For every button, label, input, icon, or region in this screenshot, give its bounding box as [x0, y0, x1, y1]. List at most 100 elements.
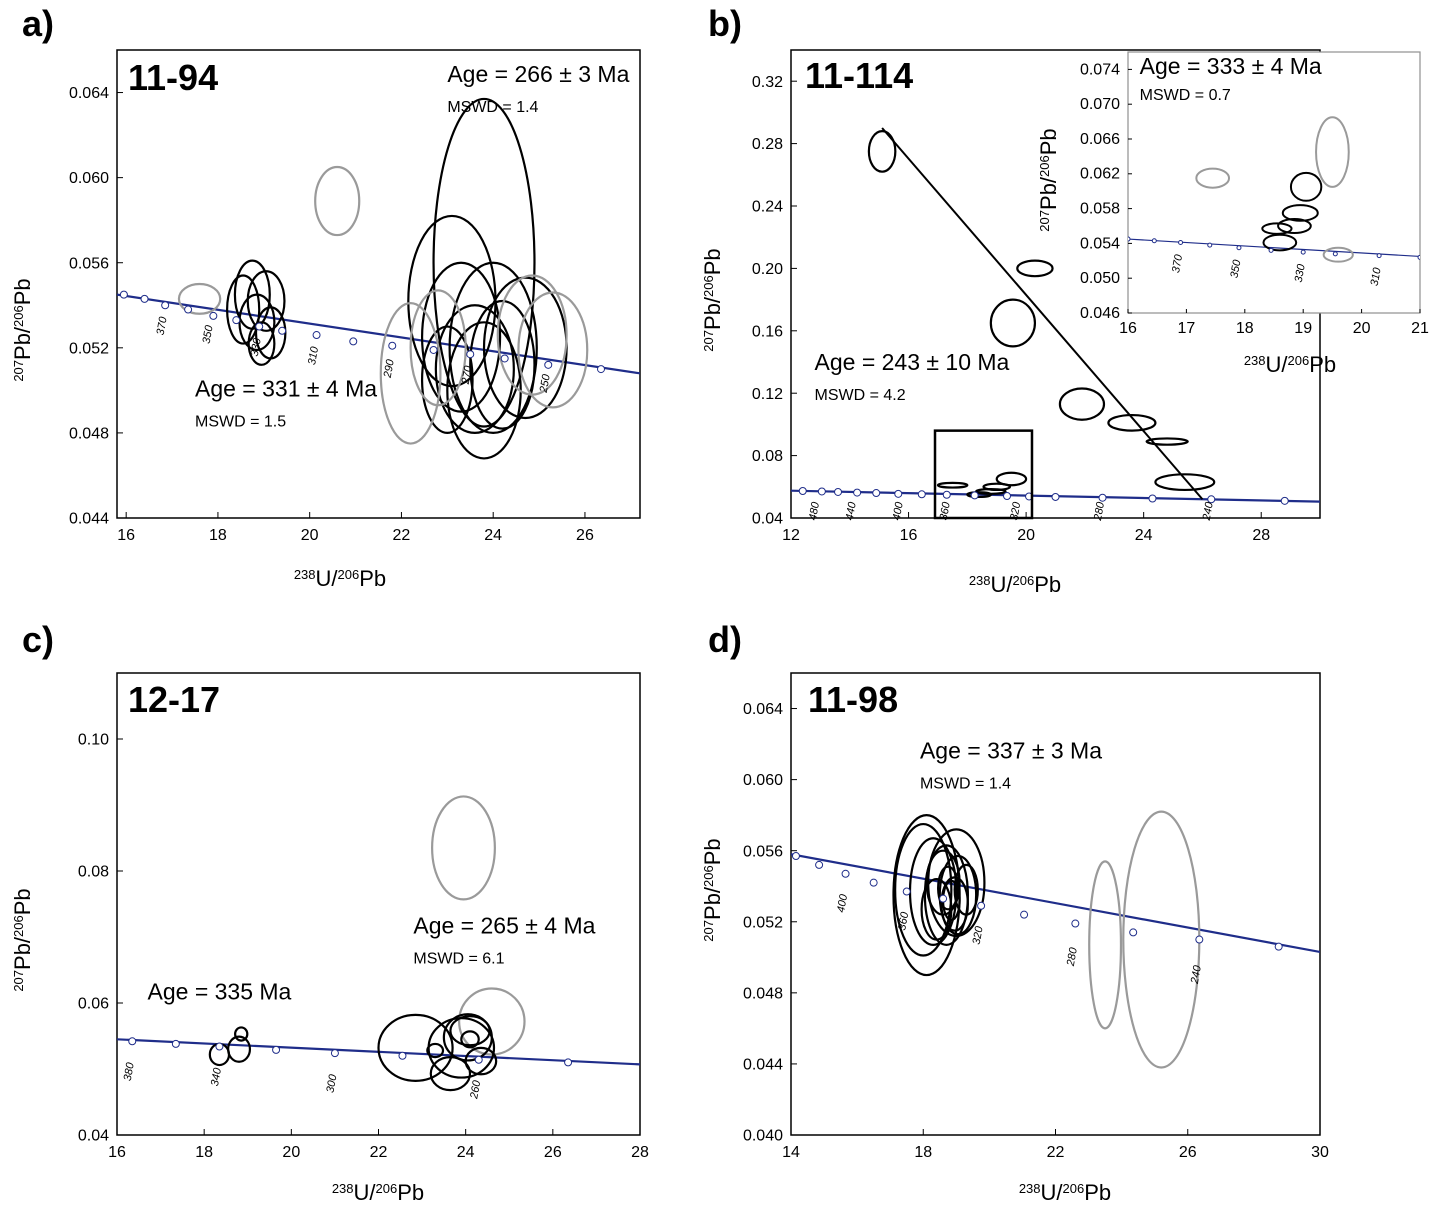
concordia-age-label: 280	[1092, 500, 1107, 522]
x-tick-label: 18	[914, 1144, 932, 1161]
axis-label-part: 207	[701, 920, 716, 942]
x-tick-label: 28	[1252, 527, 1270, 544]
concordia-age-marker	[330, 1049, 339, 1058]
y-tick-label: 0.060	[743, 772, 783, 789]
axis-label-part: 238	[969, 573, 991, 588]
axis-label-part: U/	[1041, 1180, 1064, 1205]
x-tick-label: 26	[576, 527, 594, 544]
concordia-age-marker	[1417, 254, 1420, 260]
axis-label-part: Pb	[700, 838, 725, 865]
inset-region-box	[933, 429, 1034, 520]
concordia-curve	[1128, 238, 1420, 258]
y-tick-label: 0.10	[78, 732, 109, 749]
x-tick-label: 18	[1236, 320, 1254, 337]
x-axis-label: 238U/206Pb	[294, 566, 386, 591]
sample-id: 11-98	[808, 679, 898, 720]
concordia-age-marker	[1148, 494, 1157, 503]
y-axis-label: 207Pb/206Pb	[1036, 128, 1061, 231]
concordia-age-label: 240	[1189, 964, 1204, 986]
concordia-age-marker	[209, 311, 218, 320]
concordia-age-marker	[1195, 935, 1204, 944]
axis-label-part: Pb/	[1036, 176, 1061, 210]
y-axis-label: 207Pb/206Pb	[700, 838, 725, 941]
concordia-age-label: 380	[122, 1061, 137, 1082]
axis-label-part: 238	[1019, 1181, 1041, 1196]
x-tick-label: 12	[782, 527, 800, 544]
y-tick-label: 0.28	[752, 136, 783, 153]
axis-label-part: Pb	[1036, 128, 1061, 155]
x-tick-label: 16	[108, 1144, 126, 1161]
axis-label-part: Pb	[700, 248, 725, 275]
excluded-analysis-ellipse	[177, 282, 222, 315]
concordia-age-marker	[853, 488, 862, 497]
analysis-ellipse	[1016, 259, 1054, 278]
excluded-analysis-ellipse	[458, 987, 526, 1056]
plot-frame	[1127, 51, 1421, 314]
concordia-age-marker	[278, 326, 287, 335]
axis-label-part: Pb	[10, 888, 35, 915]
excluded-analysis-ellipse	[517, 291, 589, 409]
axis-label-part: 206	[376, 1181, 398, 1196]
y-tick-label: 0.052	[743, 914, 783, 931]
y-tick-label: 0.066	[1080, 131, 1120, 148]
concordia-age-marker	[544, 360, 553, 369]
sample-id: 12-17	[128, 679, 220, 720]
analysis-ellipse	[894, 822, 953, 957]
x-tick-label: 14	[782, 1144, 800, 1161]
concordia-age-marker	[1268, 247, 1274, 253]
axis-label-part: 207	[701, 330, 716, 352]
analysis-ellipse	[460, 1030, 480, 1049]
y-tick-label: 0.062	[1080, 166, 1120, 183]
axis-label-part: 206	[701, 275, 716, 297]
analysis-ellipse	[429, 1056, 472, 1092]
age-annotation: Age = 266 ± 3 Ma	[447, 61, 629, 87]
excluded-analysis-ellipse	[1195, 167, 1231, 189]
concordia-age-marker	[255, 322, 264, 331]
x-tick-label: 20	[301, 527, 319, 544]
axis-label-part: Pb/	[10, 326, 35, 360]
concordia-age-marker	[834, 487, 843, 496]
x-axis-label: 238U/206Pb	[332, 1180, 424, 1205]
sample-id: 11-94	[128, 57, 218, 98]
analysis-ellipse	[234, 1026, 249, 1042]
analysis-ellipse	[469, 299, 536, 430]
x-tick-label: 22	[370, 1144, 388, 1161]
concordia-age-marker	[564, 1058, 573, 1067]
axis-label-part: 206	[701, 865, 716, 887]
concordia-age-marker	[272, 1045, 281, 1054]
axis-label-part: 206	[1037, 155, 1052, 177]
concordia-age-marker	[171, 1039, 180, 1048]
y-tick-label: 0.044	[69, 511, 109, 528]
y-tick-label: 0.040	[743, 1128, 783, 1145]
y-tick-label: 0.16	[752, 323, 783, 340]
x-tick-label: 26	[544, 1144, 562, 1161]
mswd-annotation: MSWD = 6.1	[413, 951, 504, 968]
y-tick-label: 0.060	[69, 170, 109, 187]
y-axis-label: 207Pb/206Pb	[10, 888, 35, 991]
concordia-age-marker	[232, 316, 241, 325]
concordia-age-label: 340	[209, 1066, 224, 1087]
axis-label-part: 206	[1063, 1181, 1085, 1196]
concordia-age-marker	[500, 354, 509, 363]
y-tick-label: 0.058	[1080, 201, 1120, 218]
concordia-age-marker	[841, 869, 850, 878]
axis-label-part: U/	[1266, 352, 1289, 377]
y-tick-label: 0.04	[752, 511, 783, 528]
excluded-analysis-ellipse	[379, 302, 442, 445]
panel-letter: d)	[708, 619, 742, 660]
axis-label-part: Pb/	[10, 936, 35, 970]
analysis-ellipse	[1261, 222, 1293, 235]
concordia-age-marker	[312, 331, 321, 340]
x-tick-label: 20	[1353, 320, 1371, 337]
axis-label-part: 207	[11, 970, 26, 992]
concordia-age-marker	[970, 491, 979, 500]
concordia-age-label: 310	[306, 345, 321, 366]
plot-frame	[116, 672, 641, 1136]
concordia-age-marker	[1332, 251, 1338, 257]
excluded-analysis-ellipse	[431, 795, 496, 901]
analysis-ellipse	[442, 1013, 493, 1062]
axis-label-part: 206	[11, 305, 26, 327]
x-axis-label: 238U/206Pb	[969, 572, 1061, 597]
concordia-age-label: 400	[835, 893, 850, 914]
analysis-ellipse	[953, 863, 979, 916]
